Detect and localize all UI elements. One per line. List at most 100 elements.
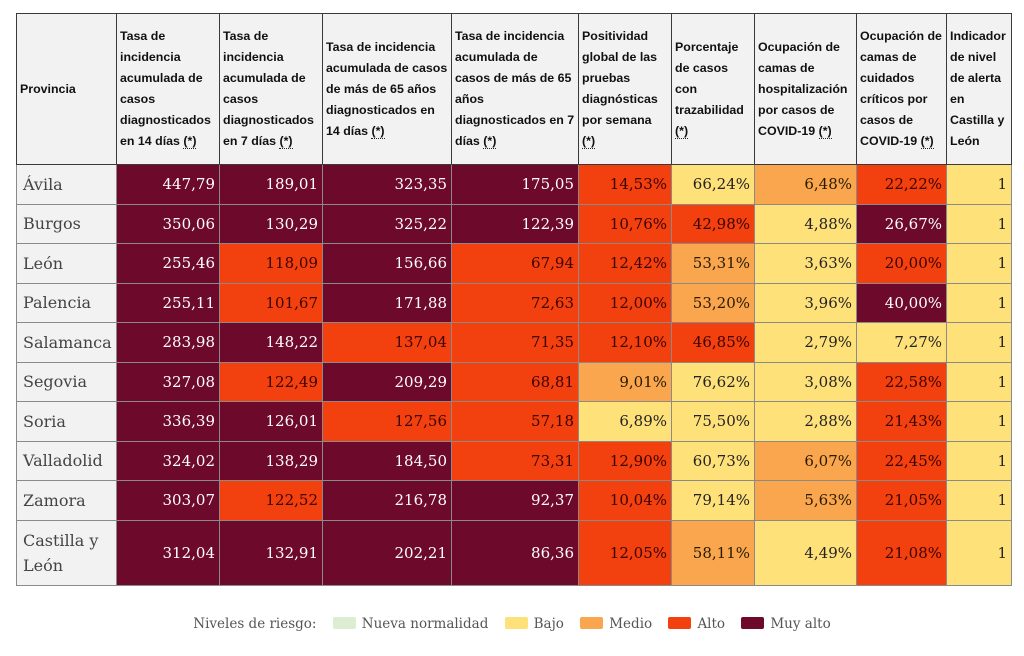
trazabilidad-cell: 53,20%: [671, 282, 755, 323]
legend-item-alto: Alto: [668, 616, 725, 632]
legend-swatch: [741, 616, 765, 629]
province-name-cell: Palencia: [16, 282, 117, 323]
header-provincia: Provincia: [16, 13, 117, 165]
legend-label: Alto: [697, 615, 726, 632]
footnote-marker[interactable]: (*): [675, 123, 689, 139]
uci-cell: 40,00%: [856, 282, 947, 323]
ia14-cell: 283,98: [116, 322, 220, 363]
footnote-marker[interactable]: (*): [183, 134, 197, 149]
trazabilidad-cell: 76,62%: [671, 361, 755, 402]
ia14-65-cell: 325,22: [322, 203, 452, 244]
trazabilidad-cell: 53,31%: [671, 243, 755, 284]
hospitalizacion-cell: 6,07%: [754, 440, 857, 481]
trazabilidad-cell: 46,85%: [671, 322, 755, 363]
province-name-cell: Valladolid: [16, 440, 117, 481]
table-header-row: Provincia Tasa de incidencia acumulada d…: [16, 13, 1012, 165]
province-name-cell: Ávila: [16, 164, 117, 205]
table-row: Valladolid 324,02 138,29 184,50 73,31 12,90% 6…: [16, 440, 1012, 481]
table-row: Zamora 303,07 122,52 216,78 92,37 10,04% 79,14…: [16, 480, 1012, 521]
legend-label: Bajo: [533, 615, 564, 632]
province-name-cell: Burgos: [16, 203, 117, 244]
trazabilidad-cell: 75,50%: [671, 401, 755, 442]
ia14-65-cell: 323,35: [322, 164, 452, 205]
legend-item-muy-alto: Muy alto: [741, 616, 831, 632]
uci-cell: 26,67%: [856, 203, 947, 244]
hospitalizacion-cell: 3,08%: [754, 361, 857, 402]
ia7-cell: 126,01: [219, 401, 323, 442]
ia7-cell: 118,09: [219, 243, 323, 284]
hospitalizacion-cell: 3,63%: [754, 243, 857, 284]
header-alerta: Indicador de nivel de alerta en Castilla…: [946, 13, 1012, 165]
positividad-cell: 12,05%: [578, 519, 672, 586]
header-ia7-65: Tasa de incidencia acumulada de casos de…: [451, 13, 579, 165]
legend-swatch: [668, 616, 692, 629]
hospitalizacion-cell: 2,88%: [754, 401, 857, 442]
ia7-65-cell: 175,05: [451, 164, 579, 205]
ia14-65-cell: 156,66: [322, 243, 452, 284]
hospitalizacion-cell: 4,49%: [754, 519, 857, 586]
header-ia14: Tasa de incidencia acumulada de casos di…: [116, 13, 220, 165]
ia7-cell: 132,91: [219, 519, 323, 586]
uci-cell: 22,58%: [856, 361, 947, 402]
table-row: Ávila 447,79 189,01 323,35 175,05 14,53% 66,24…: [16, 164, 1012, 205]
table-row: Salamanca 283,98 148,22 137,04 71,35 12,10% 46…: [16, 322, 1012, 363]
header-ia7: Tasa de incidencia acumulada de casos di…: [219, 13, 323, 165]
province-name-cell: Segovia: [16, 361, 117, 402]
footnote-marker[interactable]: (*): [818, 123, 832, 139]
alerta-cell: 1: [946, 282, 1012, 323]
ia14-cell: 324,02: [116, 440, 220, 481]
footnote-marker[interactable]: (*): [279, 134, 293, 149]
uci-cell: 7,27%: [856, 322, 947, 363]
ia7-65-cell: 73,31: [451, 440, 579, 481]
uci-cell: 21,05%: [856, 480, 947, 521]
ia14-65-cell: 184,50: [322, 440, 452, 481]
footnote-marker[interactable]: (*): [371, 123, 385, 139]
positividad-cell: 10,76%: [578, 203, 672, 244]
trazabilidad-cell: 79,14%: [671, 480, 755, 521]
positividad-cell: 10,04%: [578, 480, 672, 521]
legend-swatch: [332, 616, 356, 629]
hospitalizacion-cell: 6,48%: [754, 164, 857, 205]
trazabilidad-cell: 42,98%: [671, 203, 755, 244]
header-ia14-65: Tasa de incidencia acumulada de casos de…: [322, 13, 452, 165]
footnote-marker[interactable]: (*): [920, 134, 934, 149]
positividad-cell: 6,89%: [578, 401, 672, 442]
header-positividad: Positividad global de las pruebas diagnó…: [578, 13, 672, 165]
province-name-cell: Castilla y León: [16, 519, 117, 586]
footnote-marker[interactable]: (*): [483, 134, 497, 149]
positividad-cell: 12,42%: [578, 243, 672, 284]
header-hospitalizacion: Ocupación de camas de hospitalización po…: [754, 13, 857, 165]
ia7-cell: 148,22: [219, 322, 323, 363]
ia7-65-cell: 72,63: [451, 282, 579, 323]
ia14-cell: 312,04: [116, 519, 220, 586]
ia14-65-cell: 209,29: [322, 361, 452, 402]
trazabilidad-cell: 66,24%: [671, 164, 755, 205]
alerta-cell: 1: [946, 203, 1012, 244]
ia7-cell: 122,52: [219, 480, 323, 521]
table-row: Castilla y León 312,04 132,91 202,21 86,36 12…: [16, 519, 1012, 586]
positividad-cell: 12,10%: [578, 322, 672, 363]
uci-cell: 21,43%: [856, 401, 947, 442]
ia14-65-cell: 171,88: [322, 282, 452, 323]
risk-indicators-table-wrapper: Provincia Tasa de incidencia acumulada d…: [16, 13, 1012, 586]
province-name-cell: Soria: [16, 401, 117, 442]
alerta-cell: 1: [946, 243, 1012, 284]
trazabilidad-cell: 60,73%: [671, 440, 755, 481]
ia14-cell: 255,11: [116, 282, 220, 323]
ia7-cell: 138,29: [219, 440, 323, 481]
ia7-cell: 189,01: [219, 164, 323, 205]
alerta-cell: 1: [946, 361, 1012, 402]
province-name-cell: León: [16, 243, 117, 284]
ia7-cell: 130,29: [219, 203, 323, 244]
table-row: Segovia 327,08 122,49 209,29 68,81 9,01% 76,62…: [16, 361, 1012, 402]
ia7-65-cell: 71,35: [451, 322, 579, 363]
ia7-65-cell: 86,36: [451, 519, 579, 586]
ia14-cell: 255,46: [116, 243, 220, 284]
table-row: Palencia 255,11 101,67 171,88 72,63 12,00% 53,…: [16, 282, 1012, 323]
legend-swatch: [504, 616, 528, 629]
alerta-cell: 1: [946, 519, 1012, 586]
ia7-65-cell: 92,37: [451, 480, 579, 521]
ia14-cell: 336,39: [116, 401, 220, 442]
footnote-marker[interactable]: (*): [582, 134, 596, 149]
risk-indicators-table: Provincia Tasa de incidencia acumulada d…: [16, 13, 1012, 586]
